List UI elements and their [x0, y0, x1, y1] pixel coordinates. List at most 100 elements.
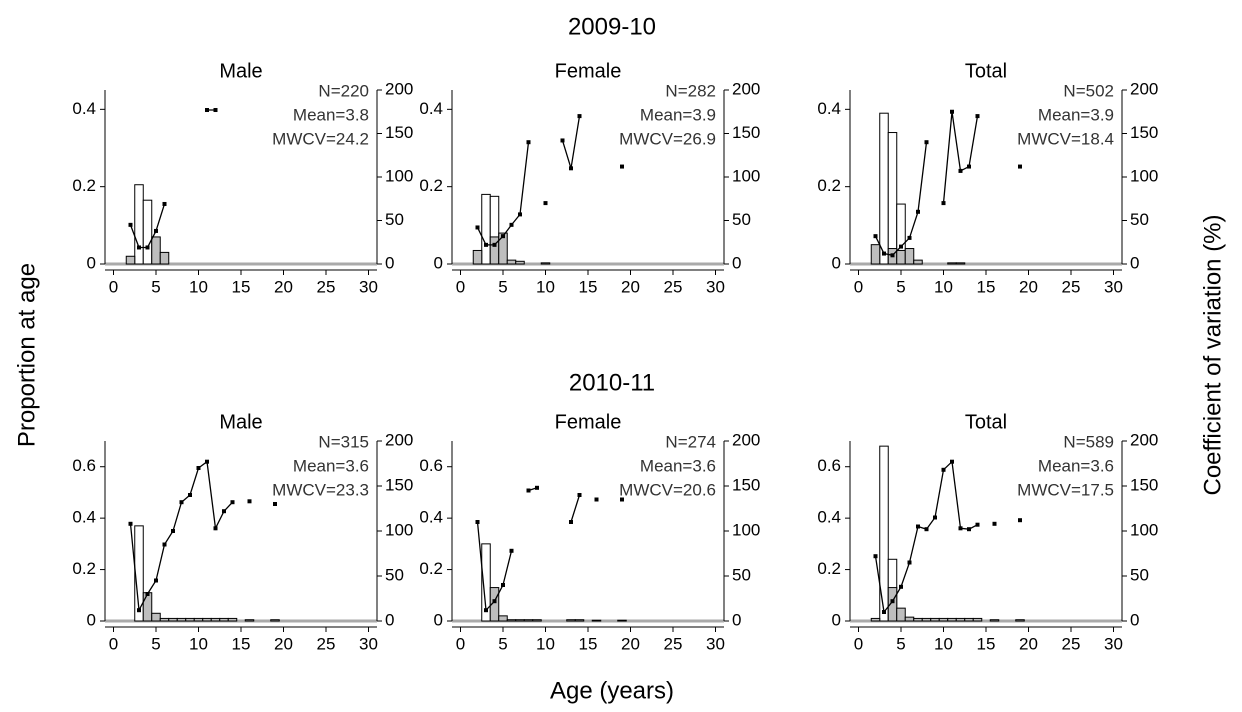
y-tick-label: 0.4 — [72, 99, 96, 118]
annotation: N=502 — [1063, 81, 1114, 100]
bar — [947, 262, 957, 265]
panel-title: Male — [219, 411, 262, 433]
cv-point — [1018, 164, 1022, 169]
bar — [210, 617, 221, 622]
cv-point — [577, 493, 582, 497]
panel-title: Male — [219, 60, 262, 82]
cv-point — [569, 166, 573, 171]
annotation: N=589 — [1063, 432, 1114, 451]
y2-tick-label: 100 — [732, 166, 760, 185]
y-tick-label: 0.6 — [72, 456, 96, 475]
bar — [176, 617, 187, 622]
cv-point — [247, 499, 252, 504]
bar — [896, 607, 906, 622]
y-tick-label: 0 — [832, 253, 841, 272]
cv-point — [873, 554, 878, 559]
x-tick-label: 10 — [934, 277, 953, 296]
cv-point — [873, 234, 878, 239]
y2-tick-label: 150 — [385, 475, 413, 494]
annotation: N=274 — [665, 432, 716, 451]
x-tick-label: 10 — [536, 634, 555, 653]
bar — [481, 193, 491, 265]
bar — [921, 617, 932, 622]
bar — [1015, 619, 1025, 622]
y2-tick-label: 100 — [1130, 520, 1158, 539]
y2-tick-label: 200 — [1130, 79, 1158, 98]
bar — [938, 617, 949, 622]
cv-point — [899, 244, 903, 249]
bar — [159, 251, 170, 265]
cv-point — [916, 209, 920, 214]
x-tick-label: 5 — [151, 634, 160, 653]
x-tick-label: 10 — [189, 277, 208, 296]
y2-tick-label: 150 — [385, 123, 413, 142]
cv-point — [526, 488, 531, 493]
bar — [904, 616, 915, 622]
x-tick-label: 20 — [274, 277, 293, 296]
bar — [913, 259, 923, 265]
cv-point — [620, 164, 624, 169]
cv-point — [535, 485, 539, 490]
bar — [489, 587, 500, 622]
bar — [930, 617, 940, 622]
bar — [270, 619, 280, 622]
x-tick-label: 30 — [1104, 277, 1123, 296]
x-tick-label: 20 — [1019, 634, 1038, 653]
cv-point — [145, 592, 150, 596]
cv-point — [950, 459, 954, 464]
bar — [134, 525, 144, 622]
y-tick-label: 0.6 — [817, 456, 841, 475]
x-tick-label: 5 — [151, 277, 160, 296]
cv-point — [924, 527, 929, 532]
y-tick-label: 0.2 — [419, 176, 443, 195]
panel-title: Total — [965, 411, 1007, 433]
cv-point — [501, 583, 505, 587]
x-tick-label: 10 — [536, 277, 555, 296]
bar — [498, 615, 508, 622]
x-tick-label: 15 — [579, 634, 598, 653]
row-title: 2010-11 — [569, 369, 655, 396]
x-tick-label: 25 — [317, 277, 336, 296]
cv-point — [509, 548, 514, 553]
cv-point — [154, 228, 158, 233]
y-tick-label: 0.4 — [817, 99, 841, 118]
x-tick-label: 5 — [498, 277, 507, 296]
cv-point — [526, 140, 531, 145]
x-tick-label: 0 — [854, 277, 863, 296]
cv-point — [205, 108, 209, 113]
bar — [964, 617, 974, 622]
y-tick-label: 0.6 — [419, 456, 443, 475]
cv-point — [162, 201, 167, 206]
bar — [879, 445, 889, 622]
annotation: Mean=3.9 — [640, 105, 716, 124]
cv-point — [196, 466, 201, 470]
x-tick-label: 15 — [232, 277, 251, 296]
y-tick-label: 0 — [434, 610, 443, 629]
x-tick-label: 25 — [664, 277, 683, 296]
cv-point — [145, 245, 150, 250]
bar — [540, 262, 551, 265]
y2-tick-label: 50 — [385, 210, 404, 229]
cv-point — [569, 520, 573, 524]
x-tick-label: 30 — [706, 634, 725, 653]
bar — [142, 592, 153, 622]
bar — [989, 619, 1000, 622]
y-tick-label: 0.2 — [72, 176, 96, 195]
y-tick-label: 0 — [832, 610, 841, 629]
cv-point — [137, 245, 141, 250]
y2-tick-label: 0 — [1130, 253, 1139, 272]
x-tick-label: 25 — [1062, 634, 1081, 653]
x-tick-label: 30 — [1104, 634, 1123, 653]
cv-point — [213, 526, 218, 531]
bar — [566, 619, 576, 622]
y2-tick-label: 100 — [732, 520, 760, 539]
y-tick-label: 0.4 — [419, 508, 443, 527]
y-tick-label: 0.2 — [419, 559, 443, 578]
panel-title: Female — [555, 411, 622, 433]
cv-point — [137, 608, 141, 613]
y2-tick-label: 150 — [1130, 123, 1158, 142]
y2-tick-label: 50 — [385, 565, 404, 584]
cv-point — [484, 608, 488, 613]
y2-tick-label: 0 — [1130, 610, 1139, 629]
bar — [134, 184, 144, 265]
